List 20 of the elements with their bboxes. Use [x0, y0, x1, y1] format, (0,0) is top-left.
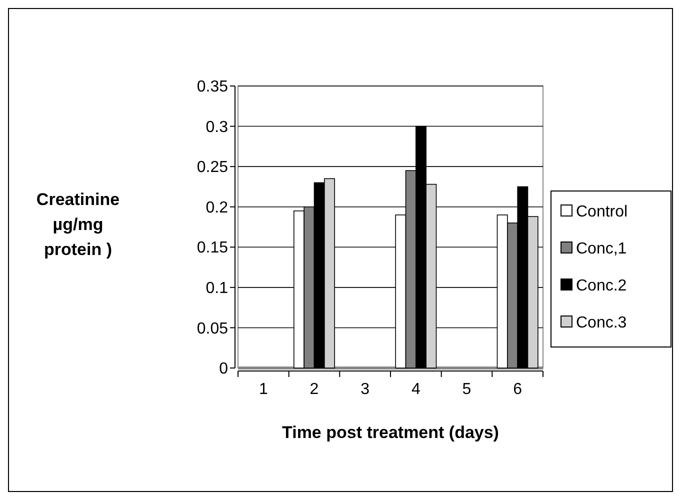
x-tick-label: 3	[360, 381, 370, 398]
y-tick-label: 0.05	[196, 320, 228, 338]
y-tick-label: 0.25	[196, 159, 228, 176]
x-tick-label: 5	[462, 381, 472, 398]
y-tick-label: 0	[219, 360, 228, 378]
x-axis-title: Time post treatment (days)	[282, 423, 499, 442]
y-tick-label: 0.1	[206, 280, 228, 298]
y-tick-label: 0.15	[196, 240, 228, 257]
x-tick-label: 6	[513, 381, 522, 398]
x-tick-label: 4	[411, 381, 420, 398]
y-tick-label: 0.35	[196, 78, 228, 96]
legend-label: Conc.2	[576, 278, 627, 295]
y-tick-label: 0.3	[206, 118, 228, 136]
legend-label: Conc,1	[576, 240, 627, 258]
y-axis-title: Creatinine µg/mg protein )	[36, 190, 120, 259]
legend-label: Conc.3	[576, 314, 627, 332]
y-tick-label: 0.2	[206, 199, 228, 216]
legend-label: Control	[576, 204, 628, 221]
x-tick-label: 2	[310, 381, 319, 398]
x-tick-label: 1	[258, 381, 268, 398]
